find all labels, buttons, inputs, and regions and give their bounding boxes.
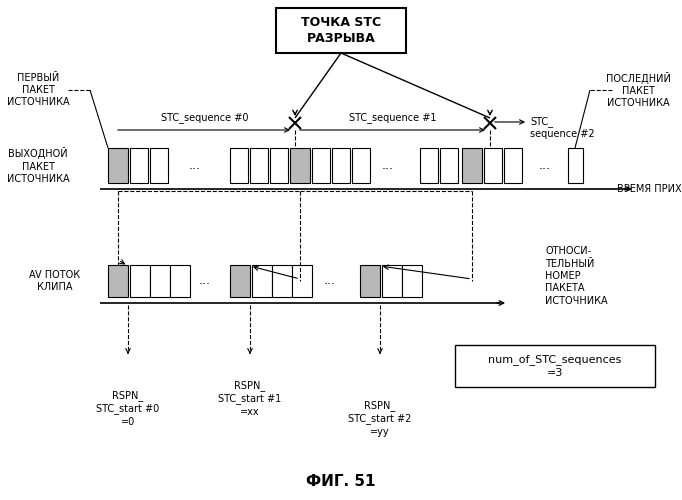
Text: ...: ... bbox=[539, 159, 551, 172]
Bar bbox=[420, 148, 438, 183]
Text: ФИГ. 51: ФИГ. 51 bbox=[306, 474, 376, 490]
Bar bbox=[108, 265, 128, 297]
Text: ВРЕМЯ ПРИХОДА: ВРЕМЯ ПРИХОДА bbox=[617, 184, 682, 194]
Bar bbox=[382, 265, 402, 297]
Bar bbox=[312, 148, 330, 183]
Bar bbox=[170, 265, 190, 297]
Text: num_of_STC_sequences
=3: num_of_STC_sequences =3 bbox=[488, 354, 622, 378]
Bar bbox=[360, 265, 380, 297]
Bar bbox=[150, 148, 168, 183]
Text: ВЫХОДНОЙ
ПАКЕТ
ИСТОЧНИКА: ВЫХОДНОЙ ПАКЕТ ИСТОЧНИКА bbox=[7, 147, 70, 184]
Bar bbox=[402, 265, 422, 297]
Bar bbox=[252, 265, 272, 297]
Bar bbox=[270, 148, 288, 183]
Text: ПОСЛЕДНИЙ
ПАКЕТ
ИСТОЧНИКА: ПОСЛЕДНИЙ ПАКЕТ ИСТОЧНИКА bbox=[606, 72, 670, 108]
Bar bbox=[130, 148, 148, 183]
Bar bbox=[352, 148, 370, 183]
Bar bbox=[276, 8, 406, 53]
Text: ...: ... bbox=[199, 274, 211, 287]
Text: ПЕРВЫЙ
ПАКЕТ
ИСТОЧНИКА: ПЕРВЫЙ ПАКЕТ ИСТОЧНИКА bbox=[7, 72, 70, 108]
Text: ОТНОСИ-
ТЕЛЬНЫЙ
НОМЕР
ПАКЕТА
ИСТОЧНИКА: ОТНОСИ- ТЕЛЬНЫЙ НОМЕР ПАКЕТА ИСТОЧНИКА bbox=[545, 246, 608, 306]
Bar bbox=[250, 148, 268, 183]
Bar bbox=[150, 265, 170, 297]
Bar bbox=[462, 148, 482, 183]
Bar bbox=[290, 148, 310, 183]
Bar bbox=[272, 265, 292, 297]
Text: STC_sequence #0: STC_sequence #0 bbox=[161, 112, 249, 123]
Text: ...: ... bbox=[382, 159, 394, 172]
Bar bbox=[568, 148, 583, 183]
Bar bbox=[108, 148, 128, 183]
Text: ...: ... bbox=[189, 159, 201, 172]
Bar bbox=[332, 148, 350, 183]
Text: AV ПОТОК
КЛИПА: AV ПОТОК КЛИПА bbox=[29, 270, 80, 292]
Bar bbox=[484, 148, 502, 183]
Text: STC_sequence #1: STC_sequence #1 bbox=[349, 112, 436, 123]
Bar bbox=[455, 345, 655, 387]
Bar bbox=[130, 265, 150, 297]
Bar bbox=[440, 148, 458, 183]
Bar bbox=[504, 148, 522, 183]
Text: ТОЧКА STC
РАЗРЫВА: ТОЧКА STC РАЗРЫВА bbox=[301, 16, 381, 45]
Text: RSPN_
STC_start #2
=yy: RSPN_ STC_start #2 =yy bbox=[349, 400, 412, 436]
Text: ...: ... bbox=[324, 274, 336, 287]
Bar bbox=[230, 265, 250, 297]
Bar bbox=[230, 148, 248, 183]
Text: STC_
sequence #2: STC_ sequence #2 bbox=[530, 116, 595, 140]
Text: RSPN_
STC_start #1
=xx: RSPN_ STC_start #1 =xx bbox=[218, 380, 282, 416]
Bar bbox=[292, 265, 312, 297]
Text: RSPN_
STC_start #0
=0: RSPN_ STC_start #0 =0 bbox=[96, 390, 160, 426]
